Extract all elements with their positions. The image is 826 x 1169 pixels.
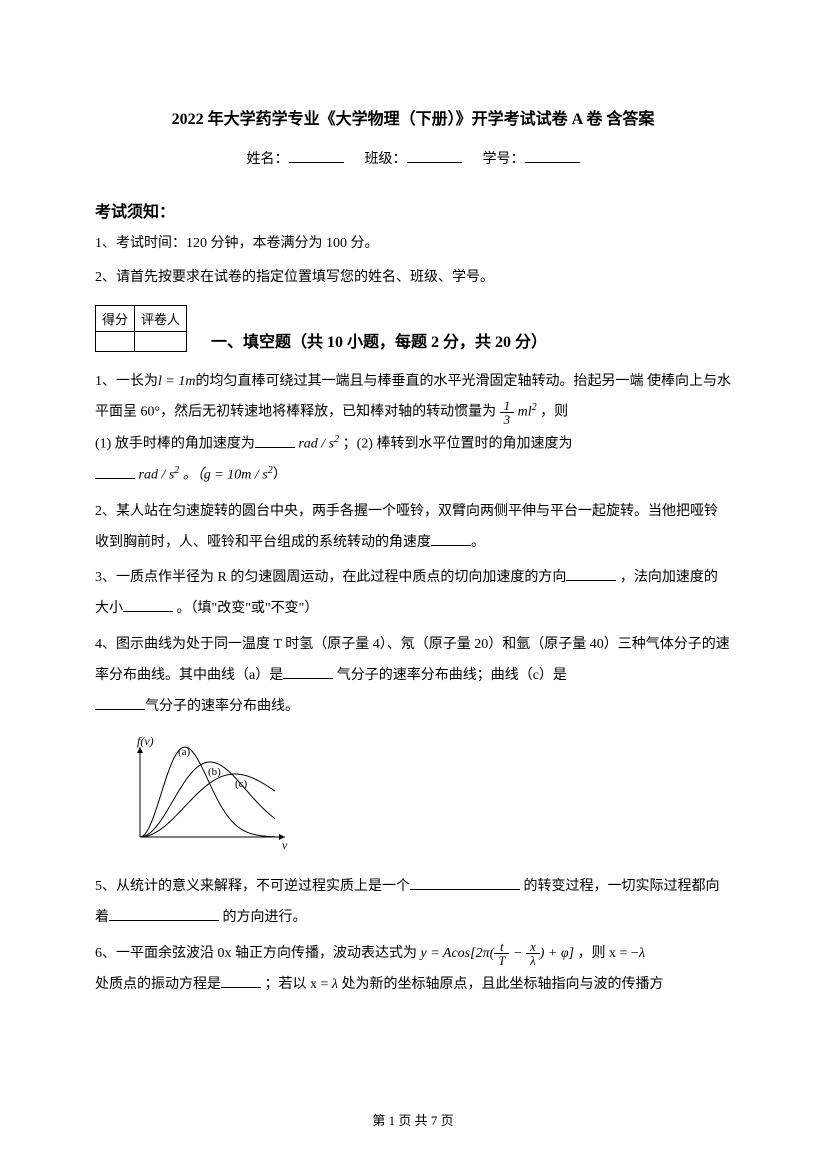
question-3: 3、一质点作半径为 R 的匀速圆周运动，在此过程中质点的切向加速度的方向 ，法向… (95, 563, 731, 625)
score-cell2[interactable] (135, 331, 187, 351)
q3-t3: 。（填"改变"或"不变"） (177, 601, 319, 616)
q6-t5: 处为新的坐标轴原点，且此坐标轴指向与波的传播方 (341, 977, 663, 992)
exam-title: 2022 年大学药学专业《大学物理（下册）》开学考试试卷 A 卷 含答案 (95, 105, 731, 129)
q4-t3: 气分子的速率分布曲线。 (145, 699, 299, 714)
q1-t3: ，则 (540, 405, 568, 420)
q1-ml2: ml (514, 405, 532, 420)
notice-2: 2、请首先按要求在试卷的指定位置填写您的姓名、班级、学号。 (95, 266, 731, 290)
q5-blank2[interactable] (109, 907, 219, 921)
score-box: 得分 评卷人 (95, 305, 187, 352)
q1-unit1: rad / s (298, 437, 334, 452)
q1-sub1: (1) 放手时棒的角加速度为 (95, 437, 255, 452)
notice-1: 1、考试时间：120 分钟，本卷满分为 100 分。 (95, 232, 731, 256)
svg-text:v: v (282, 838, 288, 852)
q1-unit2: rad / s (139, 468, 175, 483)
q2-t1: 2、某人站在匀速旋转的圆台中央，两手各握一个哑铃，双臂向两侧平伸与平台一起旋转。… (95, 504, 718, 550)
q4-blank2[interactable] (95, 696, 145, 710)
q1-blank2[interactable] (95, 465, 135, 479)
question-6: 6、一平面余弦波沿 0x 轴正方向传播，波动表达式为 y = Acos[2π(t… (95, 939, 731, 1001)
svg-text:f(v): f(v) (137, 734, 154, 748)
score-cell1[interactable] (96, 331, 135, 351)
score-col1: 得分 (96, 305, 135, 331)
q1-t1: 的均匀直棒可绕过其一端且与棒垂直的水平光滑固定轴转动。抬起另一端 (195, 374, 643, 389)
q5-blank1[interactable] (410, 876, 520, 890)
question-1: 1、一长为l = 1m的均匀直棒可绕过其一端且与棒垂直的水平光滑固定轴转动。抬起… (95, 367, 731, 492)
q2-t2: 。 (471, 535, 485, 550)
notice-title: 考试须知： (95, 198, 731, 222)
q2-blank[interactable] (431, 532, 471, 546)
id-label: 学号： (483, 152, 525, 167)
q6-lambda: λ (639, 946, 645, 961)
name-label: 姓名： (247, 152, 289, 167)
q5-t1: 5、从统计的意义来解释，不可逆过程实质上是一个 (95, 879, 410, 894)
q6-lambda2: λ (332, 977, 338, 992)
svg-text:(c): (c) (235, 778, 248, 790)
question-5: 5、从统计的意义来解释，不可逆过程实质上是一个 的转变过程，一切实际过程都向着 … (95, 872, 731, 934)
q1-g: 。（g = 10m / s (183, 468, 268, 483)
section-header: 得分 评卷人 一、填空题（共 10 小题，每题 2 分，共 20 分） (95, 305, 731, 352)
student-info-line: 姓名： 班级： 学号： (95, 147, 731, 168)
q6-t3: 处质点的振动方程是 (95, 977, 221, 992)
q6-t4: ；若以 x = (265, 977, 332, 992)
class-blank[interactable] (407, 147, 462, 163)
q6-t2: ，则 x = − (578, 946, 639, 961)
speed-distribution-graph: f(v) v (a) (b) (c) (115, 732, 731, 862)
score-col2: 评卷人 (135, 305, 187, 331)
q3-blank2[interactable] (123, 598, 173, 612)
q4-t2: 气分子的速率分布曲线；曲线（c）是 (337, 668, 567, 683)
q6-t1: 6、一平面余弦波沿 0x 轴正方向传播，波动表达式为 (95, 946, 417, 961)
id-blank[interactable] (525, 147, 580, 163)
q1-prefix: 1、一长为 (95, 374, 158, 389)
name-blank[interactable] (289, 147, 344, 163)
q6-formula: y = Acos[2π(tT − xλ) + φ] (421, 946, 578, 961)
q1-formula1: l = 1m (158, 374, 195, 389)
class-label: 班级： (365, 152, 407, 167)
question-4: 4、图示曲线为处于同一温度 T 时氢（原子量 4）、氖（原子量 20）和氩（原子… (95, 630, 731, 722)
q1-blank1[interactable] (255, 434, 295, 448)
q5-t3: 的方向进行。 (223, 910, 307, 925)
graph-svg: f(v) v (a) (b) (c) (115, 732, 295, 857)
q4-blank1[interactable] (283, 665, 333, 679)
q1-sub2: ；(2) 棒转到水平位置时的角加速度为 (343, 437, 573, 452)
q1-gend: ） (273, 468, 287, 483)
q3-t1: 3、一质点作半径为 R 的匀速圆周运动，在此过程中质点的切向加速度的方向 (95, 570, 566, 585)
q3-blank1[interactable] (566, 567, 616, 581)
question-2: 2、某人站在匀速旋转的圆台中央，两手各握一个哑铃，双臂向两侧平伸与平台一起旋转。… (95, 497, 731, 559)
svg-text:(b): (b) (208, 766, 221, 778)
q6-blank1[interactable] (221, 974, 261, 988)
page-footer: 第 1 页 共 7 页 (0, 1110, 826, 1129)
svg-text:(a): (a) (178, 746, 191, 758)
q6-fe: ) + φ] (540, 946, 574, 961)
section1-title: 一、填空题（共 10 小题，每题 2 分，共 20 分） (211, 310, 547, 352)
q6-fm: − (509, 946, 525, 961)
q1-fraction: 13 (500, 399, 515, 426)
q6-f1: y = Acos[2π( (421, 946, 495, 961)
